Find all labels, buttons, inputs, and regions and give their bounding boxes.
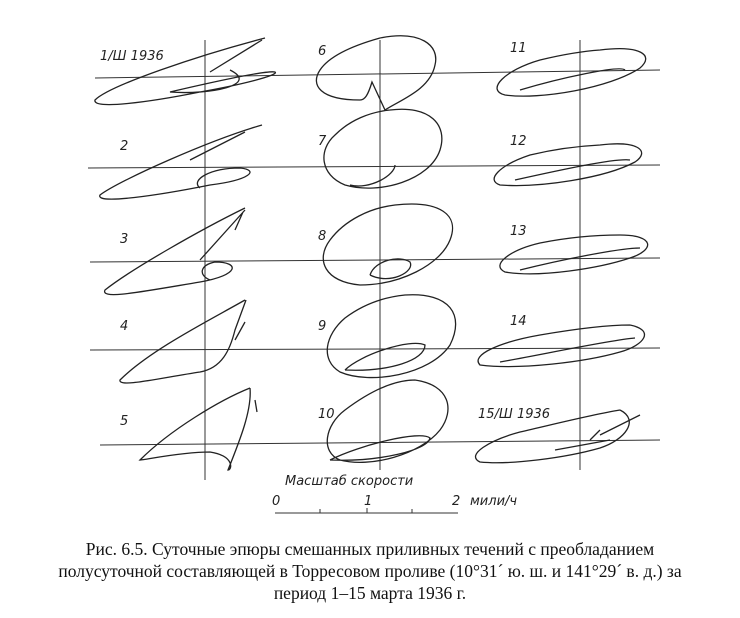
hodograph-14 [477,324,645,368]
tidal-current-hodographs-figure: 1/Ш 1936 2 3 4 5 6 7 8 9 10 11 12 13 14 … [87,35,661,514]
panel-label-13: 13 [510,224,527,239]
panel-label-8: 8 [318,229,326,244]
scale-tick-1: 1 [364,494,372,509]
hodograph-4 [119,299,247,384]
hodograph-6 [315,35,437,111]
panel-label-1: 1/Ш 1936 [100,49,164,64]
hodograph-8 [322,203,454,286]
panel-labels: 1/Ш 1936 2 3 4 5 6 7 8 9 10 11 12 13 14 … [100,41,550,429]
figure-caption: Рис. 6.5. Суточные эпюры смешанных прили… [20,538,720,604]
panel-label-9: 9 [318,319,326,334]
panel-label-10: 10 [318,407,335,422]
hodograph-5 [138,387,258,471]
hodograph-15 [474,409,641,464]
panel-label-15: 15/Ш 1936 [478,407,550,422]
hodograph-9 [326,294,457,379]
panel-label-11: 11 [510,41,527,56]
panel-label-2: 2 [120,139,128,154]
horizontal-axis-row2 [87,164,661,169]
panel-label-3: 3 [120,232,128,247]
scale-tick-2: 2 [452,494,460,509]
hodograph-10 [326,379,449,463]
scale-tick-0: 0 [272,494,280,509]
caption-line-1: Рис. 6.5. Суточные эпюры смешанных прили… [85,539,655,559]
caption-line-2: полусуточной составляющей в Торресовом п… [58,561,682,581]
panel-label-6: 6 [318,44,326,59]
scale-title: Масштаб скорости [285,474,413,489]
horizontal-axis-row1 [94,69,661,79]
panel-label-12: 12 [510,134,527,149]
hodograph-1 [94,37,276,106]
hodograph-2 [99,124,263,200]
panel-label-7: 7 [318,134,327,149]
caption-line-3: период 1–15 марта 1936 г. [273,583,467,603]
hodograph-11 [496,48,647,97]
hodograph-12 [493,143,643,187]
hodograph-3 [104,207,246,296]
panel-label-5: 5 [120,414,128,429]
axes-grid [87,40,661,480]
hodograph-7 [323,108,443,189]
panel-label-4: 4 [120,319,128,334]
panel-label-14: 14 [510,314,527,329]
horizontal-axis-row4 [89,347,661,351]
scale-unit: мили/ч [470,494,517,509]
horizontal-axis-row3 [89,257,661,263]
speed-scale: Масштаб скорости 0 1 2 мили/ч [272,474,517,514]
hodograph-13 [499,234,649,275]
